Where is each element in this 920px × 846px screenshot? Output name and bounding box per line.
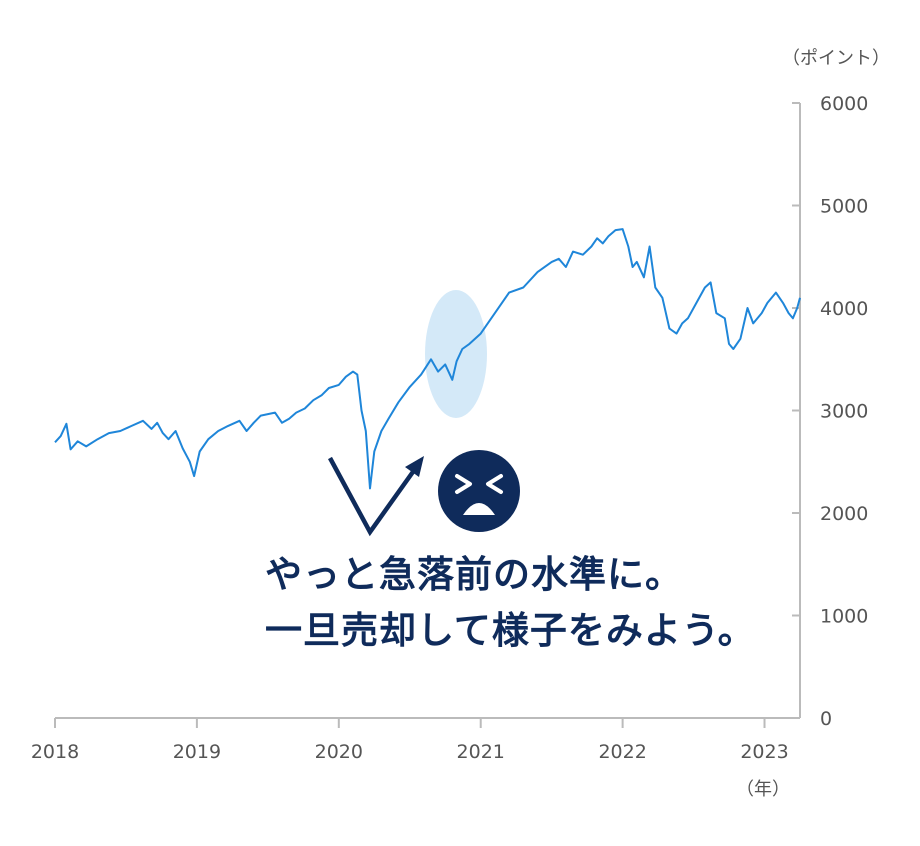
- v-arrow: [328, 456, 424, 537]
- y-tick-label: 5000: [820, 196, 868, 218]
- y-tick-label: 1000: [820, 606, 868, 628]
- x-tick-label: 2019: [173, 741, 221, 763]
- x-tick-label: 2022: [598, 741, 646, 763]
- y-tick-label: 2000: [820, 503, 868, 525]
- x-tick-label: 2018: [31, 741, 79, 763]
- y-tick-label: 6000: [820, 93, 868, 115]
- x-tick-label: 2020: [315, 741, 363, 763]
- tired-face-icon: [438, 450, 520, 532]
- y-axis-unit-label: （ポイント）: [782, 48, 890, 69]
- y-tick-label: 3000: [820, 401, 868, 423]
- annotation-line-2: 一旦売却して様子をみよう。: [265, 609, 756, 652]
- y-axis: 0 1000 2000 3000 4000 5000 6000: [792, 93, 868, 730]
- x-axis: 2018 2019 2020 2021 2022 2023: [31, 717, 800, 763]
- x-axis-unit-label: （年）: [736, 779, 790, 800]
- annotation-line-1: やっと急落前の水準に。: [265, 553, 683, 596]
- x-tick-label: 2021: [457, 741, 505, 763]
- y-tick-label: 0: [820, 708, 832, 730]
- series-line: [54, 228, 801, 490]
- x-tick-label: 2023: [740, 741, 788, 763]
- highlight-ellipse: [425, 290, 487, 418]
- y-tick-label: 4000: [820, 298, 868, 320]
